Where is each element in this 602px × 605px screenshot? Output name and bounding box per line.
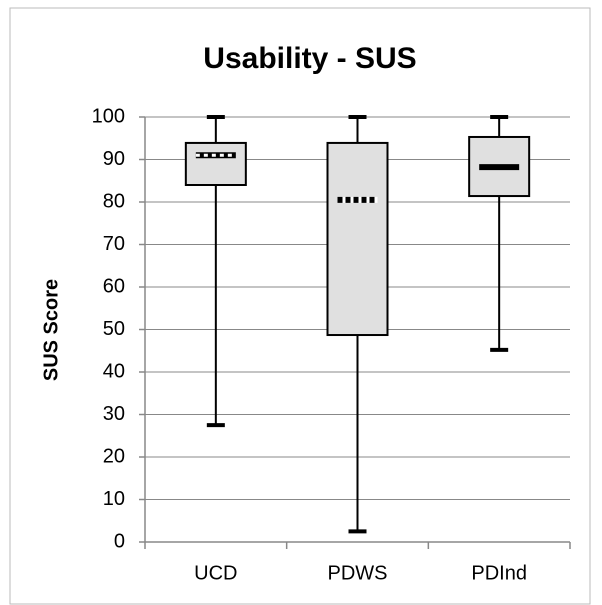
y-tick-label: 70: [103, 233, 125, 255]
box: [184, 141, 247, 187]
x-tick-label: UCD: [194, 562, 237, 584]
y-tick-label: 90: [103, 148, 125, 170]
box: [326, 141, 389, 337]
y-tick-label: 30: [103, 403, 125, 425]
chart-border: [9, 7, 591, 605]
y-tick-label: 10: [103, 488, 125, 510]
x-tick-label: PDWS: [328, 562, 388, 584]
y-tick-label: 80: [103, 190, 125, 212]
y-axis-label: SUS Score: [40, 279, 62, 381]
y-tick-label: 40: [103, 360, 125, 382]
chart-title: Usability - SUS: [203, 42, 416, 75]
y-tick-label: 0: [114, 530, 125, 552]
x-tick-label: PDInd: [471, 562, 527, 584]
y-tick-label: 50: [103, 318, 125, 340]
y-tick-label: 60: [103, 275, 125, 297]
y-tick-label: 100: [92, 105, 125, 127]
y-tick-label: 20: [103, 445, 125, 467]
